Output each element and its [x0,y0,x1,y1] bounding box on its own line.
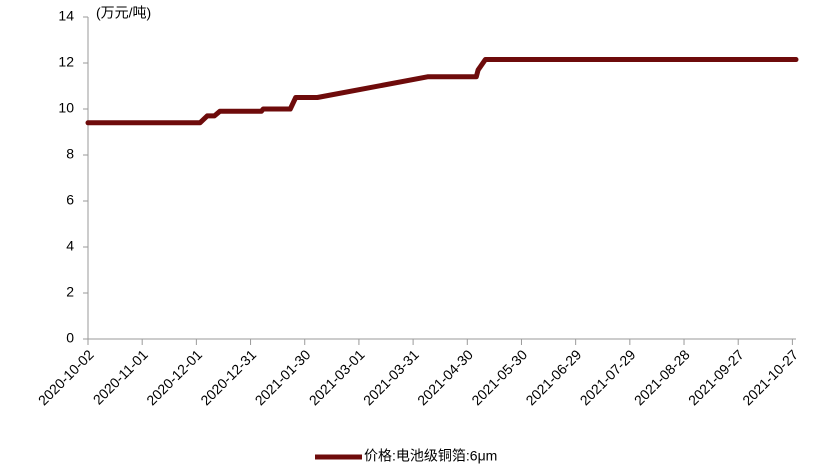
x-tick-label: 2021-06-29 [522,346,584,408]
data-line [85,57,799,126]
legend-label: 价格:电池级铜箔:6μm [364,448,497,464]
x-tick-label: 2021-10-27 [739,346,801,408]
x-tick-label: 2021-09-27 [685,346,747,408]
y-tick-label: 8 [66,146,74,162]
x-tick-label: 2021-03-01 [306,346,368,408]
x-tick-label: 2020-10-02 [35,346,97,408]
x-tick-label: 2021-07-29 [577,346,639,408]
x-tick-label: 2020-12-31 [197,346,259,408]
x-tick-label: 2021-01-30 [252,346,314,408]
y-tick-label: 4 [66,238,74,254]
x-tick-label: 2020-11-01 [90,346,151,407]
y-tick-label: 0 [66,330,74,346]
x-tick-label: 2021-08-28 [631,346,693,408]
y-tick-label: 14 [58,8,74,24]
y-tick-label: 6 [66,192,74,208]
x-tick-label: 2021-04-30 [414,346,476,408]
y-tick-label: 2 [66,284,74,300]
y-tick-label: 12 [58,54,74,70]
x-tick-label: 2021-05-30 [468,346,530,408]
x-tick-label: 2021-03-31 [360,346,422,408]
y-unit-label: (万元/吨) [96,5,151,21]
y-tick-label: 10 [58,100,74,116]
x-tick-label: 2020-12-01 [143,346,205,408]
